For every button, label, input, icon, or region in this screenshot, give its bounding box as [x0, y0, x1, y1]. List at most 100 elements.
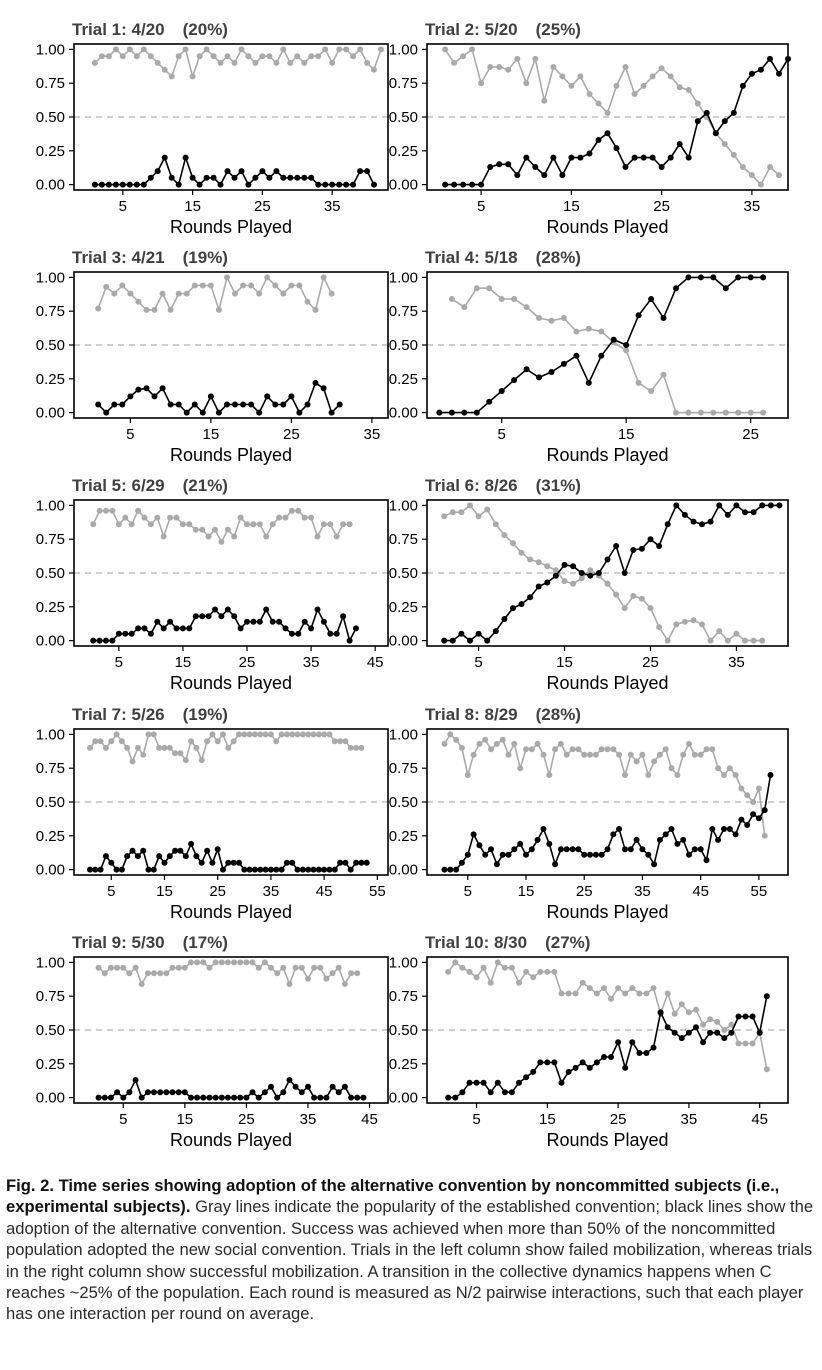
data-point [767, 164, 773, 170]
data-point [493, 861, 500, 868]
data-point [452, 1094, 459, 1101]
data-point [551, 968, 558, 975]
data-point [294, 731, 301, 738]
data-point [686, 851, 692, 858]
data-point [91, 181, 98, 188]
data-point [673, 409, 679, 416]
data-point [310, 866, 317, 873]
data-point [487, 979, 494, 986]
data-point [681, 511, 688, 518]
chart-title: Trial 3: 4/21 (19%) [72, 248, 228, 267]
alternative-line [444, 774, 772, 871]
data-point [205, 613, 212, 620]
data-point [283, 731, 290, 738]
data-point [487, 64, 494, 70]
data-point [266, 53, 273, 60]
x-tick-label: 15 [539, 1111, 556, 1128]
data-point [167, 618, 174, 625]
data-point [700, 1021, 707, 1028]
data-point [635, 379, 642, 386]
x-tick-label: 15 [203, 426, 220, 443]
data-point [548, 369, 555, 375]
data-point [264, 274, 271, 281]
data-point [473, 1079, 480, 1086]
data-point [585, 379, 592, 386]
data-point [96, 637, 103, 644]
data-point [114, 1089, 121, 1096]
data-point [616, 826, 623, 832]
data-point [501, 1089, 508, 1096]
data-point [111, 401, 118, 408]
data-point [750, 811, 757, 818]
data-point [693, 1006, 699, 1013]
x-axis-label: Rounds Played [546, 1130, 668, 1150]
data-point [224, 526, 231, 533]
chart-title-percent: (28%) [536, 705, 581, 724]
data-point [280, 46, 287, 53]
data-point [346, 637, 353, 644]
data-point [505, 751, 512, 758]
data-point [160, 625, 167, 632]
data-point [337, 859, 344, 866]
y-tick-label: 0.50 [389, 794, 418, 811]
data-point [250, 521, 257, 528]
data-point [484, 506, 491, 513]
data-point [129, 847, 136, 854]
data-point [449, 509, 456, 516]
data-point [459, 964, 466, 971]
data-point [469, 181, 476, 188]
x-tick-label: 5 [107, 883, 115, 900]
data-point [103, 283, 110, 290]
data-point [735, 409, 742, 416]
data-point [742, 1013, 749, 1020]
data-point [311, 1094, 318, 1101]
data-point [128, 630, 135, 637]
data-point [579, 1059, 586, 1066]
data-point [544, 579, 551, 586]
data-point [161, 66, 168, 73]
data-point [451, 59, 458, 66]
data-point [327, 630, 334, 637]
data-point [214, 846, 221, 853]
data-point [181, 1089, 188, 1096]
data-point [257, 731, 264, 738]
data-point [516, 979, 522, 986]
data-point [579, 979, 586, 986]
data-point [292, 1083, 299, 1090]
data-point [182, 46, 189, 53]
y-tick-label: 0.00 [36, 633, 65, 650]
x-tick-label: 5 [126, 426, 134, 443]
data-point [232, 401, 238, 408]
data-point [572, 990, 579, 997]
alternative-series [441, 772, 774, 873]
data-point [124, 744, 131, 751]
data-point [557, 740, 564, 747]
y-tick-label: 0.00 [36, 177, 65, 194]
data-point [568, 154, 575, 161]
data-point [335, 964, 342, 971]
data-point [480, 964, 487, 971]
x-tick-label: 45 [316, 883, 333, 900]
data-point [194, 1094, 201, 1101]
data-point [629, 1039, 636, 1046]
data-point [315, 53, 322, 60]
x-tick-label: 5 [119, 198, 127, 215]
data-point [357, 168, 364, 175]
y-tick-label: 0.25 [36, 371, 65, 388]
x-tick-label: 5 [474, 654, 482, 671]
x-axis-label: Rounds Played [170, 673, 292, 693]
x-tick-label: 25 [239, 654, 256, 671]
data-point [464, 851, 471, 858]
data-point [274, 1094, 281, 1101]
data-point [627, 846, 634, 853]
data-point [264, 393, 271, 400]
data-point [721, 141, 728, 147]
data-point [237, 1094, 244, 1101]
data-point [92, 738, 99, 745]
data-point [113, 731, 120, 738]
data-point [528, 846, 535, 853]
data-point [757, 181, 764, 188]
data-point [224, 401, 230, 408]
data-point [261, 1089, 268, 1096]
data-point [111, 290, 118, 297]
